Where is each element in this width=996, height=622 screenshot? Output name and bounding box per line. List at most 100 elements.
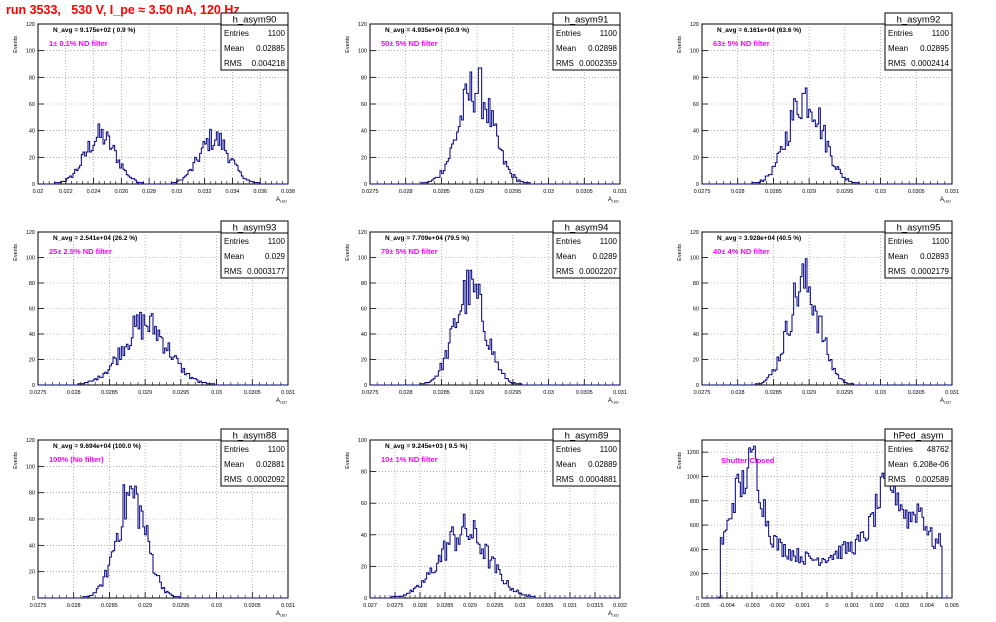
x-axis-title-subscript: LED [944,200,951,204]
chart-panel-h_asym94: 0.0275 0.028 0.0285 0.029 0.0295 0.03 0.0305 0.… [345,220,627,405]
stat-value: 0.02881 [256,460,285,469]
x-tick-label: 0.0285 [765,390,782,396]
histogram-name: h_asym89 [565,431,609,442]
x-tick-label: -0.001 [794,603,810,609]
x-tick-label: 0.031 [945,390,959,396]
histogram-line [370,67,620,185]
y-tick-label: 0 [696,596,699,602]
stat-label: Mean [556,252,576,261]
chart-panel-h_asym89: 0.027 0.0275 0.028 0.0285 0.029 0.0295 0.03 0.0… [345,428,627,618]
histogram-line [38,311,288,386]
navg-label: N_avg = 9.694e+04 (100.0 %) [53,443,141,450]
navg-label: N_avg = 2.541e+04 (26.2 %) [53,235,137,242]
histogram-line [702,445,952,599]
x-tick-label: 0.0285 [765,189,782,195]
x-tick-label: 0.031 [613,189,627,195]
x-tick-label: 0.032 [613,603,627,609]
stats-box-frame [552,428,621,487]
y-axis-title: Events [13,452,19,469]
y-axis-title: Events [345,244,351,261]
stat-value: 0.0004881 [579,475,617,484]
x-tick-label: 0.029 [802,390,816,396]
y-tick-label: 40 [361,533,367,539]
stats-box: h_asym95 Entries 1100 Mean 0.02893 RMS 0.00021… [884,220,953,279]
stat-label: Entries [888,29,913,38]
x-tick-label: 0.03 [211,390,222,396]
x-tick-label: 0.0295 [172,603,189,609]
y-tick-label: 100 [26,49,35,55]
x-tick-label: 0.03 [211,603,222,609]
y-axis-title: Events [13,244,19,261]
y-tick-label: 0 [32,596,35,602]
x-tick-label: 0.0275 [387,603,404,609]
x-tick-label: 0.0285 [433,390,450,396]
y-tick-label: 40 [29,543,35,549]
stats-box: h_asym92 Entries 1100 Mean 0.02895 RMS 0.00024… [884,12,953,71]
chart-panel-h_asym88: 0.0275 0.028 0.0285 0.029 0.0295 0.03 0.0305 0.… [13,428,295,618]
x-tick-label: 0.029 [470,189,484,195]
filter-note: 63± 5% ND filter [713,39,770,48]
y-tick-label: 80 [361,281,367,287]
stats-box-frame [220,220,289,279]
navg-label: N_avg = 7.709e+04 (79.5 %) [385,235,469,242]
stat-value: 0.02898 [588,44,617,53]
y-axis-title: Events [13,36,19,53]
y-tick-label: 0 [364,596,367,602]
stat-value: 1100 [268,29,286,38]
x-tick-label: 0.022 [59,189,73,195]
x-axis-title-subscript: LED [280,614,287,618]
y-tick-label: 80 [29,491,35,497]
y-tick-label: 80 [29,281,35,287]
stat-label: Mean [888,44,908,53]
x-tick-label: 0.02 [33,189,44,195]
y-tick-label: 100 [358,256,367,262]
x-tick-label: 0.028 [399,390,413,396]
filter-note: 40± 4% ND filter [713,247,770,256]
navg-label: N_avg = 9.175e+02 ( 0.9 %) [53,27,135,34]
x-tick-label: 0.0275 [694,390,711,396]
stat-value: 1100 [268,445,286,454]
y-tick-label: 20 [29,155,35,161]
stat-label: Mean [224,44,244,53]
stat-value: 0.0003177 [247,267,285,276]
y-tick-label: 120 [358,230,367,236]
y-tick-label: 200 [690,572,699,578]
histogram-name: h_asym90 [233,15,277,26]
filter-note: 10± 1% ND filter [381,455,438,464]
y-tick-label: 100 [690,49,699,55]
x-tick-label: 0.0285 [101,390,118,396]
y-tick-label: 120 [690,230,699,236]
x-tick-label: 0.029 [802,189,816,195]
x-tick-label: 0.031 [563,603,577,609]
stats-box-frame [220,12,289,71]
y-tick-label: 0 [364,383,367,389]
y-tick-label: 80 [693,281,699,287]
stats-box-frame [884,220,953,279]
histogram-name: h_asym91 [565,15,609,26]
y-axis-title: Events [677,36,683,53]
x-axis-title: ALED [276,611,287,618]
stat-value: 1100 [600,29,618,38]
stats-box: h_asym91 Entries 1100 Mean 0.02898 RMS 0.00023… [552,12,621,71]
x-tick-label: 0.0295 [504,189,521,195]
y-tick-label: 600 [690,523,699,529]
x-axis-title-subscript: LED [612,401,619,405]
histogram-name: hPed_asym [893,431,943,442]
y-tick-label: 20 [361,564,367,570]
x-tick-label: 0.0275 [30,603,47,609]
y-tick-label: 80 [361,75,367,81]
y-tick-label: 0 [696,383,699,389]
x-tick-label: 0.036 [253,189,267,195]
stat-label: RMS [556,267,574,276]
stats-box-frame [552,220,621,279]
x-tick-label: 0.0305 [244,603,261,609]
stat-label: RMS [556,59,574,68]
stat-label: Mean [888,252,908,261]
y-tick-label: 120 [26,230,35,236]
x-tick-label: 0.029 [138,603,152,609]
y-tick-label: 100 [26,464,35,470]
filter-note: 1± 0.1% ND filter [49,39,108,48]
x-tick-label: 0.028 [142,189,156,195]
x-tick-label: 0.0275 [694,189,711,195]
